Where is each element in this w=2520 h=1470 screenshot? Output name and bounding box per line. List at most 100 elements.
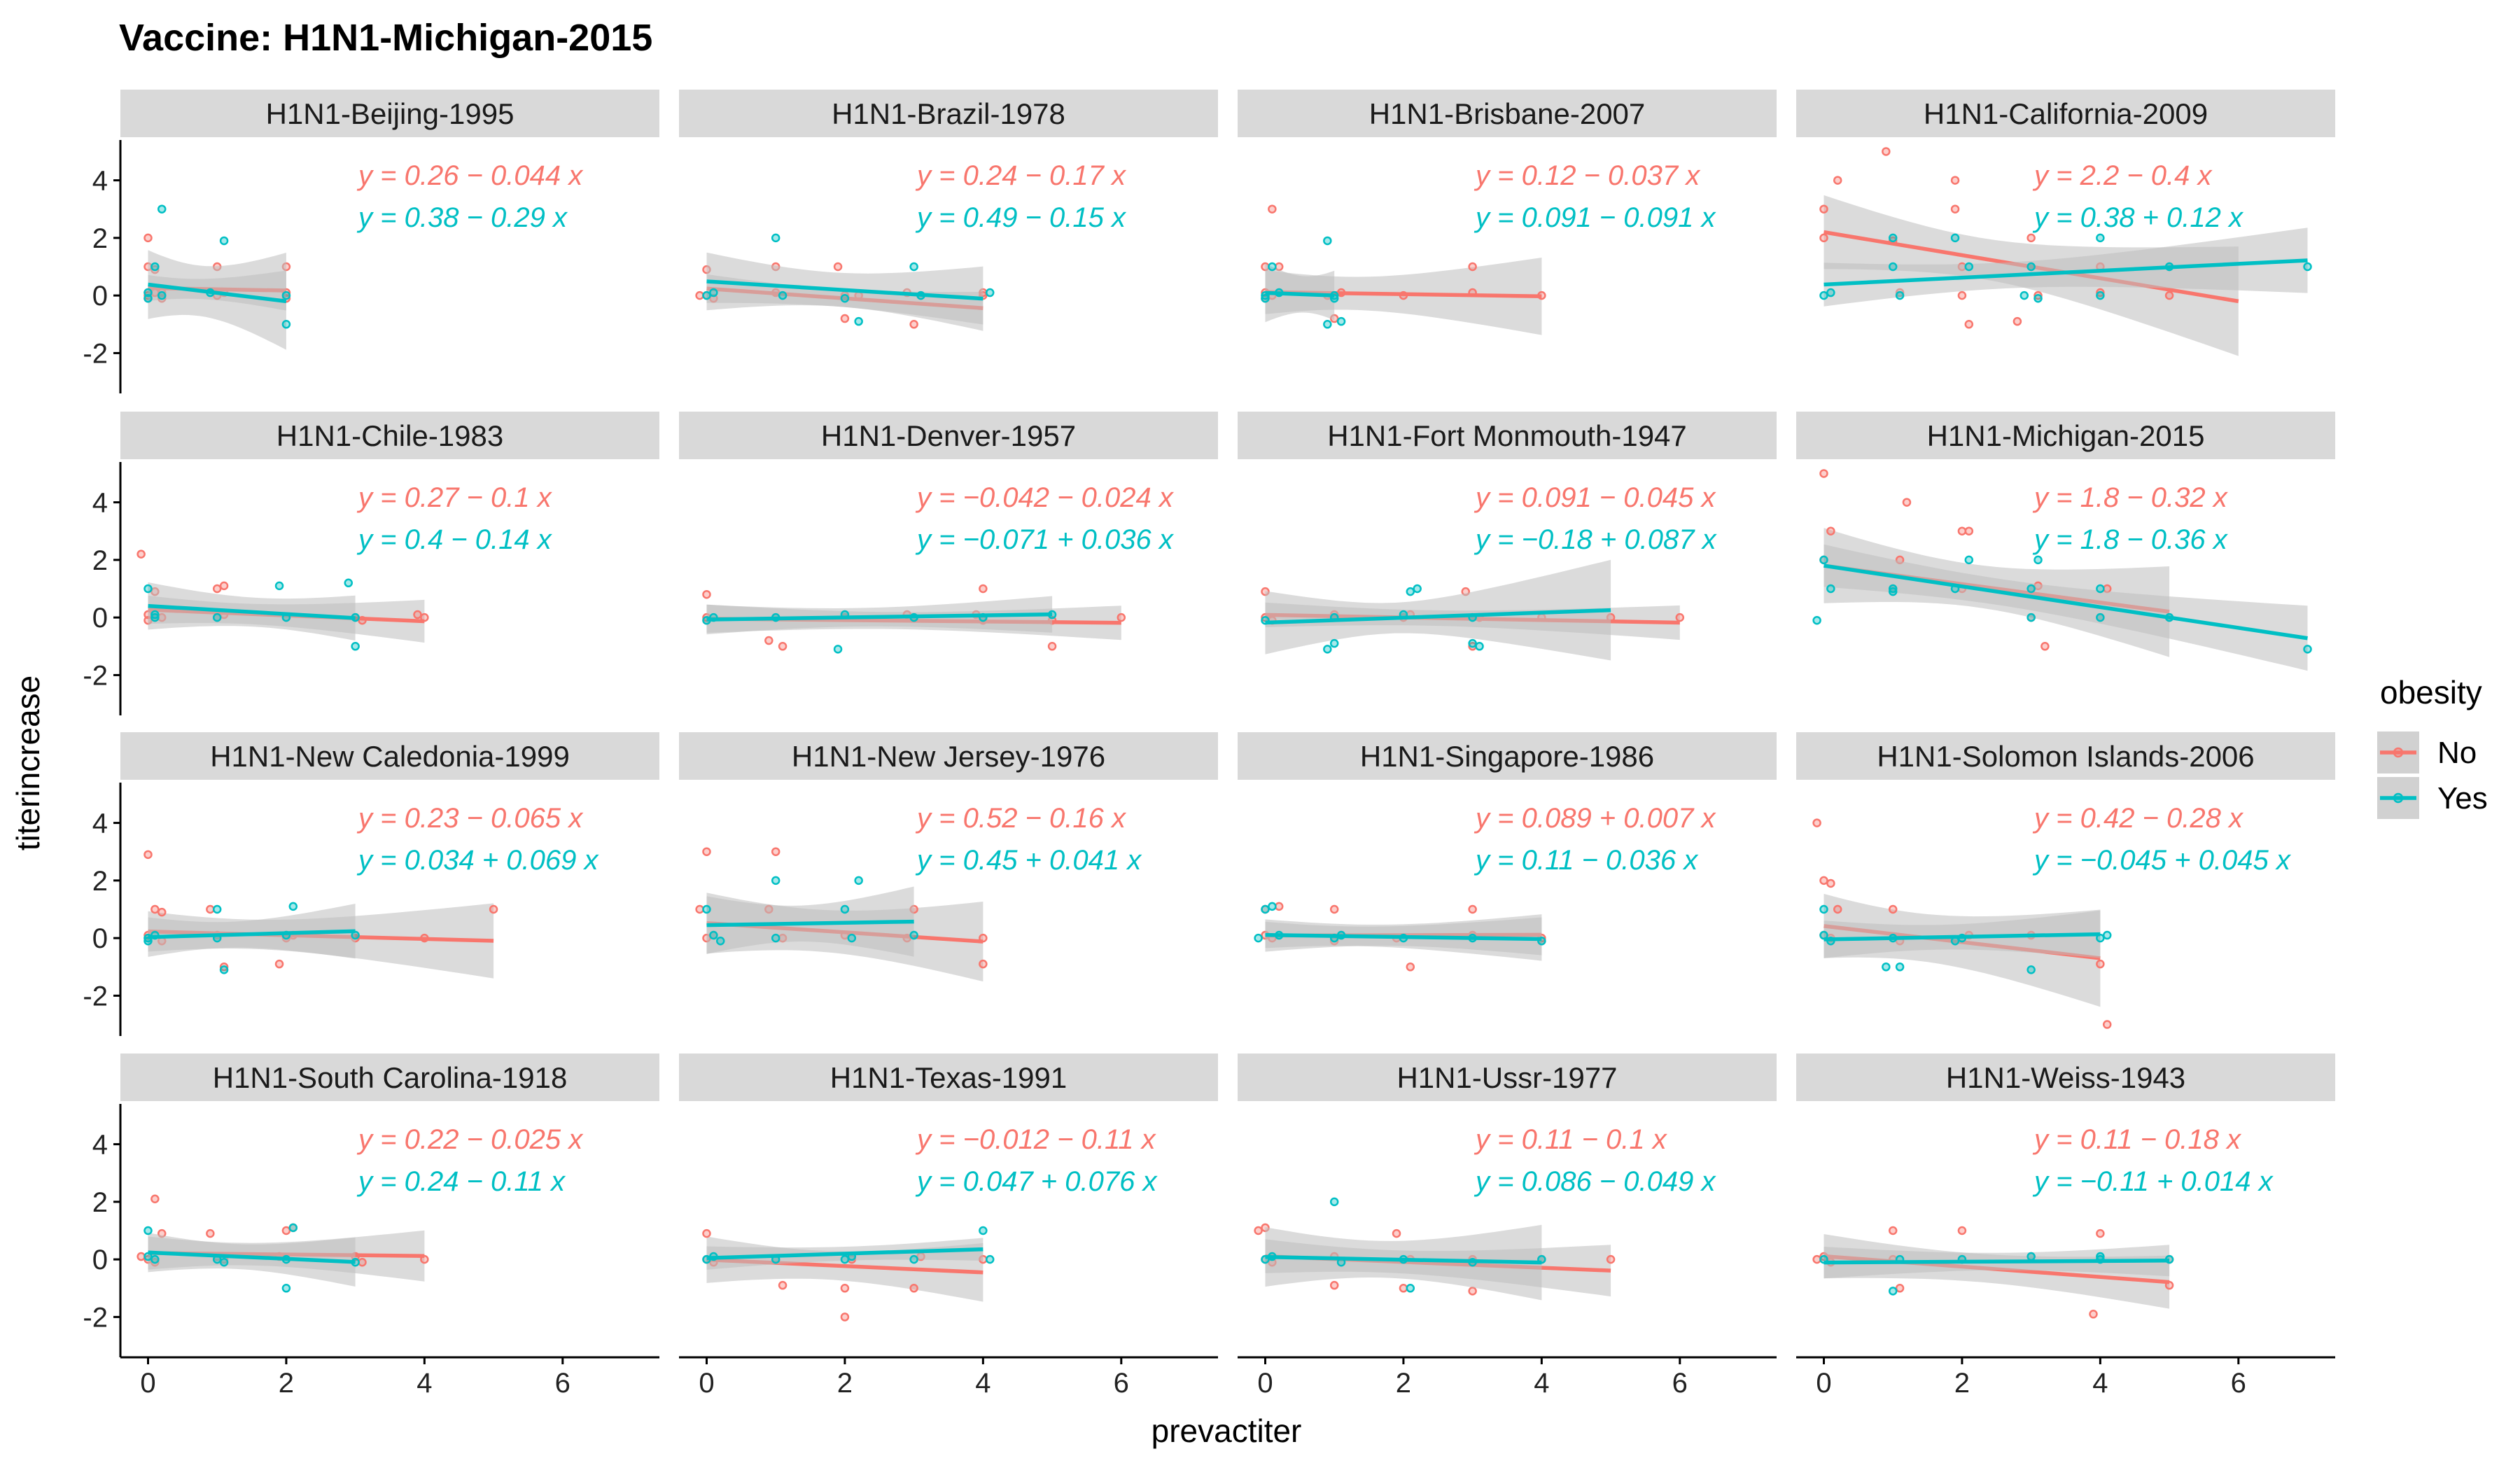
panel-strip-label: H1N1-Ussr-1977 <box>1396 1061 1617 1094</box>
data-point-yes <box>2026 1252 2036 1261</box>
panel-strip <box>679 90 1218 137</box>
panel-strip <box>1238 732 1777 780</box>
data-point-yes <box>1261 294 1270 303</box>
data-point-yes <box>840 1254 850 1264</box>
data-point-no <box>1268 204 1277 214</box>
regression-equation-no: y = 0.24 − 0.17 x <box>915 160 1127 191</box>
data-point-yes <box>1406 587 1415 596</box>
data-point-no <box>1812 1254 1821 1264</box>
data-point-no <box>1675 612 1685 622</box>
regression-line-yes <box>148 1250 356 1264</box>
panel-strip-label: H1N1-New Caledonia-1999 <box>210 740 570 773</box>
regression-equation-yes: y = 0.11 − 0.036 x <box>1474 845 1699 876</box>
regression-equation-no: y = 0.22 − 0.025 x <box>356 1124 584 1155</box>
y-tick-label: -2 <box>83 1302 108 1333</box>
data-point-no <box>2096 959 2105 969</box>
data-point-yes <box>702 904 711 914</box>
regression-line-yes <box>1823 258 2308 287</box>
data-point-no <box>702 1228 711 1238</box>
panel-strip <box>120 90 659 137</box>
panel: H1N1-Brisbane-2007 y = 0.12 − 0.037 x y = … <box>1238 90 1777 335</box>
legend-label: Yes <box>2437 781 2488 816</box>
data-point-yes <box>144 584 153 594</box>
data-point-no <box>771 847 780 856</box>
data-point-no <box>1819 233 1828 243</box>
data-point-yes <box>1888 233 1898 243</box>
data-point-no <box>2164 290 2174 300</box>
data-point-yes <box>1268 262 1277 272</box>
data-point-no <box>136 1252 146 1261</box>
data-point-yes <box>288 902 298 911</box>
data-point-yes <box>2026 584 2036 594</box>
regression-equation-no: y = 0.23 − 0.065 x <box>356 803 584 834</box>
data-point-no <box>1399 1284 1408 1293</box>
regression-line-yes <box>706 1247 983 1260</box>
x-tick-label: 4 <box>975 1368 990 1399</box>
data-point-no <box>909 1284 918 1293</box>
data-point-no <box>1833 176 1842 185</box>
data-point-yes <box>2096 584 2105 594</box>
data-point-no <box>157 907 167 917</box>
data-point-no <box>1819 876 1828 886</box>
regression-equation-no: y = 0.11 − 0.1 x <box>1474 1124 1668 1155</box>
panel-strip-label: H1N1-Denver-1957 <box>821 419 1076 452</box>
panel-strip-label: H1N1-Singapore-1986 <box>1360 740 1654 773</box>
regression-line-yes <box>1823 932 2101 941</box>
regression-equation-yes: y = 0.086 − 0.049 x <box>1474 1166 1716 1197</box>
y-tick-label: 0 <box>92 603 108 634</box>
panel-strip-label: H1N1-South Carolina-1918 <box>213 1061 568 1094</box>
data-point-no <box>1812 818 1821 827</box>
legend-entry-no: No <box>2377 732 2477 774</box>
data-point-yes <box>1882 962 1891 972</box>
data-point-yes <box>909 1254 918 1264</box>
regression-equation-yes: y = 1.8 − 0.36 x <box>2032 524 2229 555</box>
regression-equation-yes: y = −0.11 + 0.014 x <box>2032 1166 2274 1197</box>
data-point-no <box>1329 1280 1339 1290</box>
data-point-yes <box>288 1223 298 1233</box>
x-tick-label: 6 <box>555 1368 570 1399</box>
panel-strip <box>120 1054 659 1101</box>
x-tick-label: 0 <box>699 1368 714 1399</box>
data-point-yes <box>1323 320 1332 329</box>
data-point-yes <box>2033 294 2043 303</box>
legend-key-point <box>2393 747 2404 758</box>
data-point-no <box>358 1258 367 1267</box>
data-point-yes <box>144 1226 153 1236</box>
data-point-yes <box>1329 638 1339 648</box>
confidence-ribbon-yes <box>148 250 286 350</box>
data-point-yes <box>150 262 160 272</box>
panel-strip <box>1796 1054 2335 1101</box>
x-tick-label: 6 <box>1114 1368 1129 1399</box>
data-point-yes <box>1819 290 1828 300</box>
data-point-yes <box>985 1254 995 1264</box>
data-point-yes <box>150 610 160 620</box>
regression-line-yes <box>1265 290 1335 298</box>
data-point-yes <box>1468 638 1477 648</box>
regression-equation-yes: y = 0.45 + 0.041 x <box>915 845 1142 876</box>
regression-line-yes <box>1265 932 1542 941</box>
data-point-no <box>695 904 704 914</box>
panel: H1N1-New Caledonia-1999 -2 0 2 4 y = 0.23 − 0… <box>83 732 659 1036</box>
data-point-no <box>413 610 422 620</box>
data-point-no <box>1964 320 1974 329</box>
data-point-no <box>2096 1228 2105 1238</box>
panel-strip-label: H1N1-Michigan-2015 <box>1927 419 2205 452</box>
regression-line-yes <box>1265 1254 1542 1265</box>
legend-key-point <box>2393 792 2404 804</box>
regression-equation-no: y = −0.012 − 0.11 x <box>915 1124 1157 1155</box>
regression-equation-yes: y = 0.24 − 0.11 x <box>356 1166 566 1197</box>
data-point-no <box>2102 1020 2112 1029</box>
regression-equation-yes: y = 0.091 − 0.091 x <box>1474 202 1716 233</box>
data-point-yes <box>1819 904 1828 914</box>
regression-equation-no: y = 1.8 − 0.32 x <box>2032 482 2229 513</box>
panel-strip-label: H1N1-Weiss-1943 <box>1946 1061 2185 1094</box>
regression-equation-no: y = −0.042 − 0.024 x <box>915 482 1175 513</box>
regression-line-yes <box>1265 608 1611 625</box>
data-point-no <box>1274 902 1284 911</box>
data-point-no <box>489 904 498 914</box>
panel-strip-label: H1N1-Fort Monmouth-1947 <box>1327 419 1687 452</box>
data-point-yes <box>778 290 788 300</box>
panel-strip <box>120 732 659 780</box>
data-point-yes <box>2096 233 2105 243</box>
